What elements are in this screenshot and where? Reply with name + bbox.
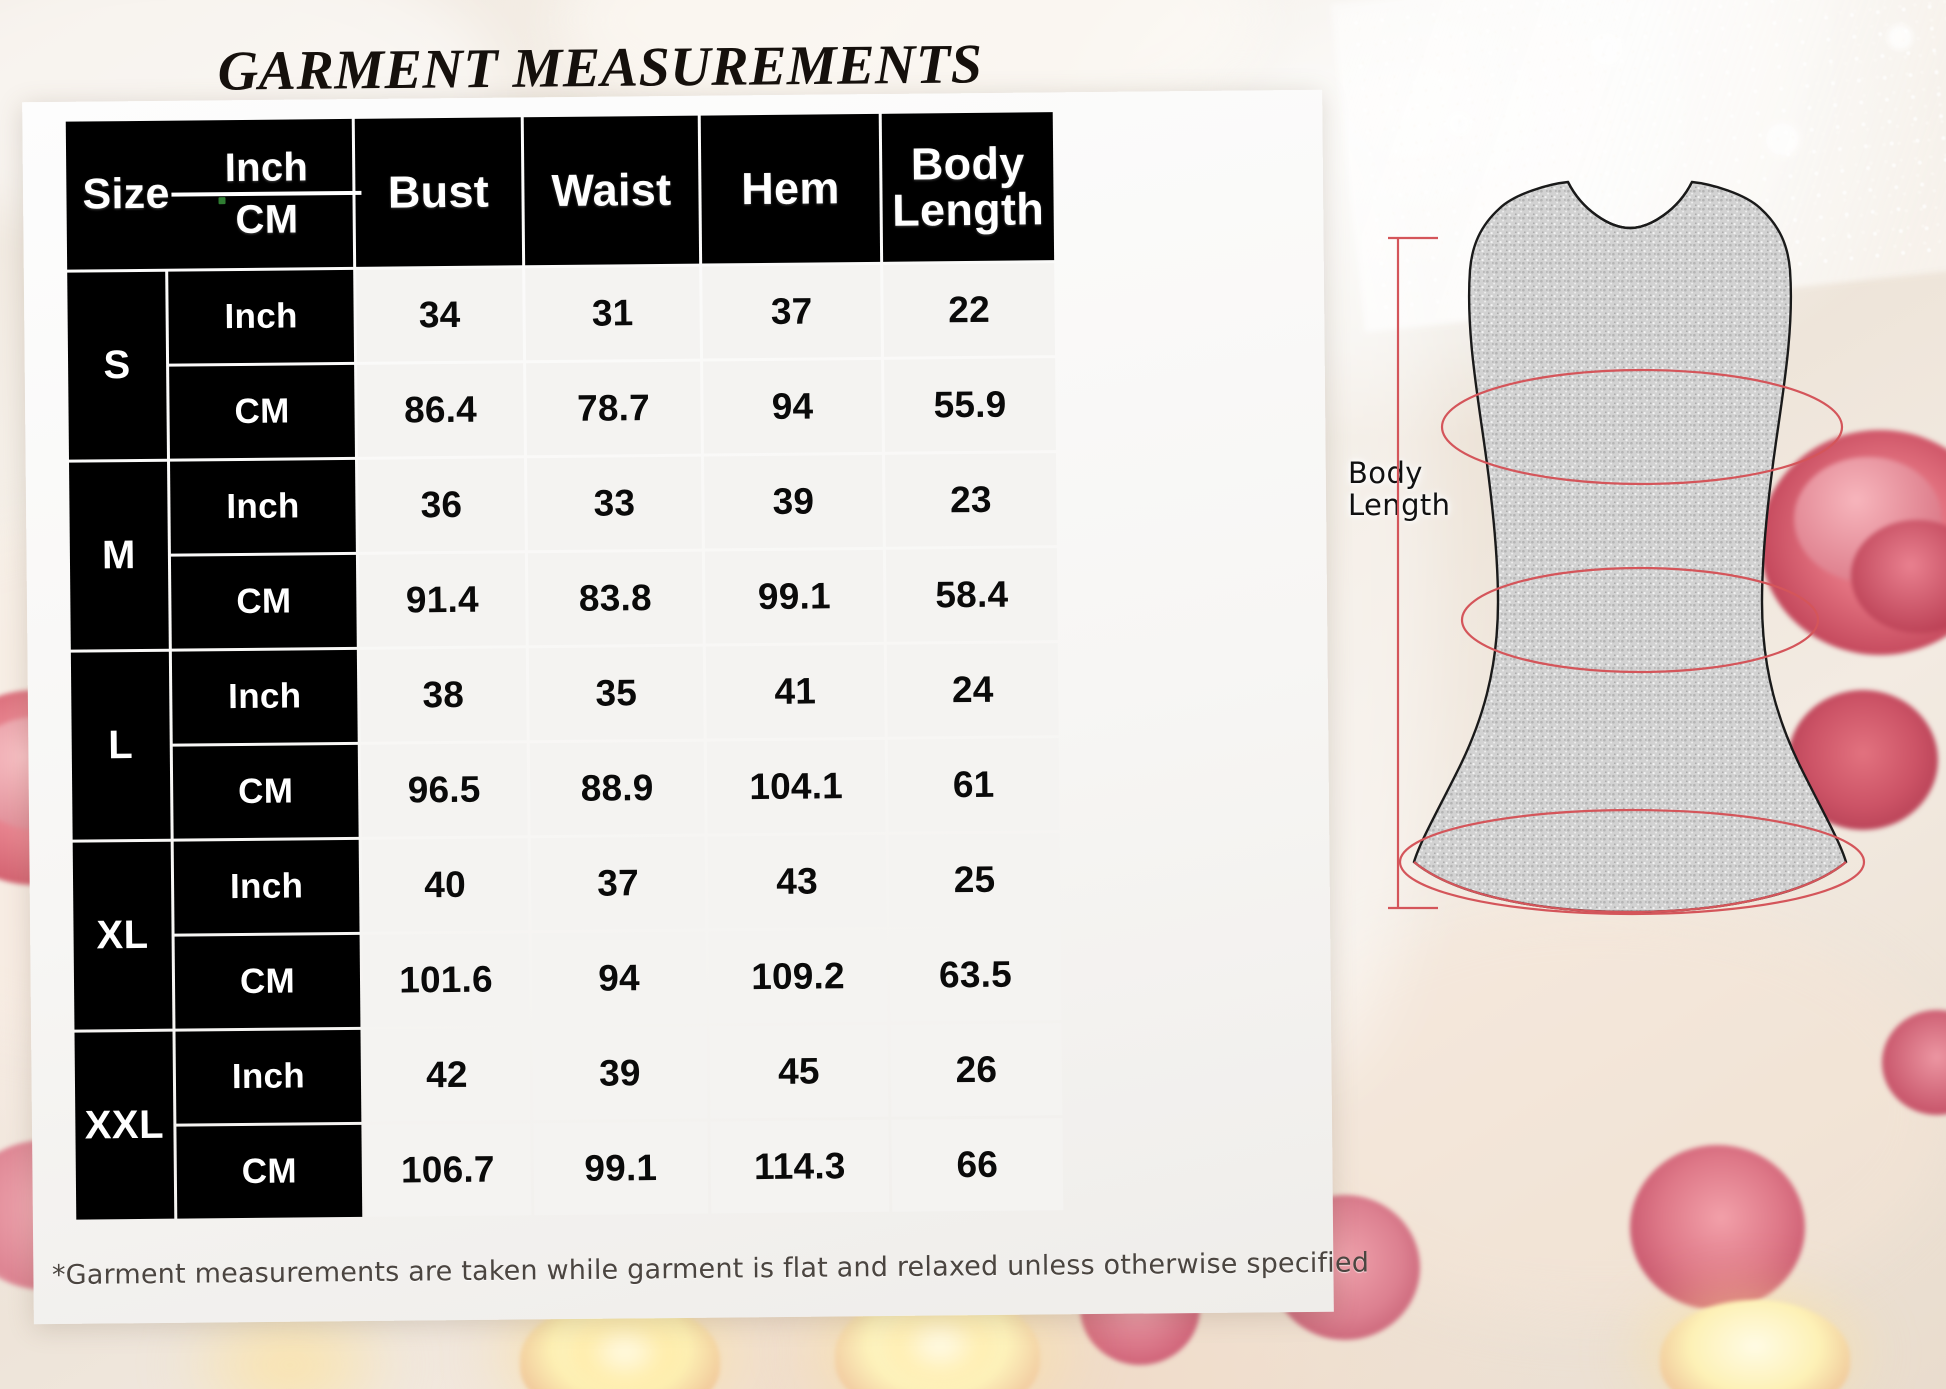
size-cell: XL — [72, 841, 173, 1030]
value-cell: 86.4 — [357, 363, 524, 457]
value-cell: 61 — [887, 738, 1060, 832]
value-cell: 33 — [527, 456, 702, 551]
value-cell: 58.4 — [885, 548, 1058, 642]
page-title: GARMENT MEASUREMENTS — [217, 33, 983, 103]
value-cell: 25 — [888, 833, 1061, 927]
value-cell: 96.5 — [360, 743, 528, 837]
value-cell: 35 — [528, 646, 704, 741]
measurement-ellipses — [1398, 368, 1866, 916]
green-tick-icon — [218, 197, 226, 205]
value-cell: 101.6 — [362, 933, 530, 1027]
size-cell: M — [69, 461, 169, 650]
table-body: S Inch 34 31 37 22 CM 86.4 78.7 94 55.9 M Inch 36 33 39… — [67, 263, 1064, 1220]
size-cell: L — [70, 651, 171, 840]
value-cell: 114.3 — [710, 1119, 890, 1214]
value-cell: 109.2 — [708, 929, 888, 1024]
header-body-length: Body Length — [881, 112, 1055, 262]
table-row: XL Inch 40 37 43 25 — [72, 833, 1061, 1030]
unit-cell: Inch — [171, 649, 358, 744]
unit-cell: Inch — [175, 1029, 362, 1124]
value-cell: 36 — [358, 458, 525, 552]
value-cell: 22 — [883, 263, 1056, 357]
table-row: CM 91.4 83.8 99.1 58.4 — [70, 548, 1058, 649]
unit-cell: CM — [174, 934, 361, 1029]
rose-flower — [1760, 430, 1946, 655]
value-cell: 26 — [890, 1023, 1063, 1117]
header-waist: Waist — [523, 115, 700, 266]
value-cell: 45 — [709, 1024, 889, 1119]
value-cell: 40 — [361, 838, 529, 932]
value-cell: 88.9 — [529, 741, 705, 836]
size-chart-table: Size Inch CM Bust Waist Hem Body Length — [63, 109, 1067, 1222]
header-bust: Bust — [354, 117, 523, 267]
table-row: CM 101.6 94 109.2 63.5 — [74, 928, 1062, 1029]
candle — [1660, 1300, 1850, 1389]
unit-cell: CM — [169, 364, 355, 459]
value-cell: 42 — [363, 1028, 531, 1122]
table-row: L Inch 38 35 41 24 — [70, 643, 1059, 840]
bust-measure-ellipse — [1440, 368, 1844, 486]
size-cell: S — [67, 271, 167, 460]
table-head: Size Inch CM Bust Waist Hem Body Length — [65, 112, 1055, 270]
value-cell: 37 — [530, 836, 706, 931]
value-cell: 94 — [703, 359, 882, 454]
unit-fraction: Inch CM — [171, 145, 362, 243]
value-cell: 23 — [884, 453, 1057, 547]
value-cell: 94 — [531, 931, 707, 1026]
body-length-bracket — [1388, 236, 1438, 910]
unit-cell: CM — [172, 744, 359, 839]
value-cell: 91.4 — [358, 553, 526, 647]
value-cell: 31 — [525, 266, 701, 361]
value-cell: 38 — [359, 648, 527, 742]
value-cell: 99.1 — [704, 549, 884, 644]
table-row: CM 96.5 88.9 104.1 61 — [72, 738, 1060, 839]
value-cell: 78.7 — [526, 361, 701, 456]
header-size-label: Size — [82, 169, 170, 219]
table-row: CM 86.4 78.7 94 55.9 — [68, 358, 1056, 459]
size-cell: XXL — [74, 1031, 175, 1220]
unit-cell: CM — [176, 1124, 363, 1219]
hip-measure-ellipse — [1398, 808, 1866, 916]
value-cell: 41 — [705, 644, 885, 739]
table-row: CM 106.7 99.1 114.3 66 — [75, 1118, 1064, 1219]
value-cell: 24 — [886, 643, 1059, 737]
unit-cm-label: CM — [235, 197, 299, 243]
value-cell: 39 — [703, 454, 883, 549]
garment-shape — [1412, 180, 1848, 914]
value-cell: 83.8 — [527, 551, 703, 646]
value-cell: 43 — [707, 834, 887, 929]
garment-svg — [1388, 180, 1866, 916]
garment-diagram — [1310, 150, 1946, 1050]
value-cell: 63.5 — [889, 928, 1062, 1022]
header-body-length-line1: Body — [910, 137, 1025, 190]
header-row: Size Inch CM Bust Waist Hem Body Length — [65, 112, 1055, 270]
value-cell: 34 — [356, 268, 524, 362]
header-body-length-line2: Length — [892, 183, 1045, 236]
waist-measure-ellipse — [1460, 566, 1820, 674]
body-length-line1: Body — [1348, 456, 1423, 490]
size-chart-table-wrap: Size Inch CM Bust Waist Hem Body Length — [63, 109, 1064, 1222]
value-cell: 55.9 — [884, 358, 1056, 452]
candle-flame — [885, 1304, 995, 1386]
unit-inch-label: Inch — [224, 145, 309, 191]
value-cell: 104.1 — [706, 739, 886, 834]
value-cell: 37 — [702, 264, 882, 359]
table-row: M Inch 36 33 39 23 — [69, 453, 1057, 650]
header-size-unit: Size Inch CM — [65, 118, 362, 270]
value-cell: 66 — [891, 1118, 1064, 1212]
value-cell: 99.1 — [533, 1121, 709, 1216]
unit-cell: Inch — [173, 839, 360, 934]
value-cell: 39 — [532, 1026, 708, 1121]
table-row: XXL Inch 42 39 45 26 — [74, 1023, 1063, 1220]
header-hem: Hem — [700, 113, 881, 264]
fraction-bar — [171, 190, 362, 197]
unit-cell: CM — [170, 554, 357, 649]
unit-cell: Inch — [168, 269, 355, 364]
value-cell: 106.7 — [364, 1123, 532, 1217]
table-row: S Inch 34 31 37 22 — [67, 263, 1056, 460]
unit-cell: Inch — [170, 459, 356, 554]
candle-flame — [570, 1312, 680, 1389]
